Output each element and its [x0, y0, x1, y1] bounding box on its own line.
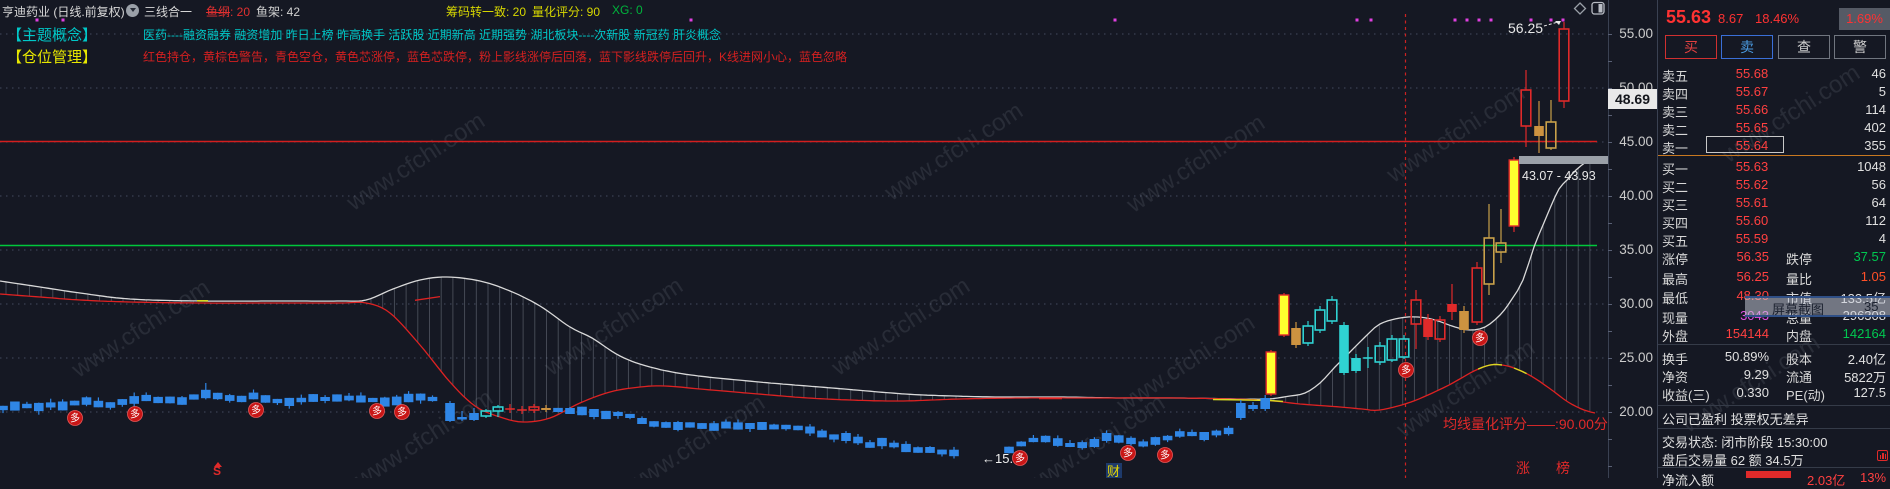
svg-text:www.cfchi.com: www.cfchi.com: [879, 97, 1028, 207]
svg-text:多: 多: [397, 406, 407, 419]
svg-text:56.25: 56.25: [1508, 20, 1543, 36]
svg-text:www.cfchi.com: www.cfchi.com: [66, 274, 215, 384]
svg-text:榜: 榜: [1556, 460, 1570, 476]
svg-text:多: 多: [130, 408, 140, 421]
svg-text:www.cfchi.com: www.cfchi.com: [621, 389, 770, 478]
svg-text:多: 多: [1475, 332, 1485, 345]
svg-text:多: 多: [1401, 364, 1411, 377]
svg-text:多: 多: [372, 405, 382, 418]
svg-text:S: S: [213, 464, 221, 478]
svg-text:www.cfchi.com: www.cfchi.com: [341, 107, 490, 217]
svg-text:多: 多: [1123, 447, 1133, 460]
svg-text:多: 多: [1160, 449, 1170, 462]
svg-text:www.cfchi.com: www.cfchi.com: [1021, 389, 1170, 478]
svg-text:多: 多: [251, 404, 261, 417]
svg-text:财: 财: [1107, 464, 1120, 478]
svg-text:涨: 涨: [1516, 460, 1530, 476]
svg-text:均线量化评分——:90.00分: 均线量化评分——:90.00分: [1443, 416, 1608, 432]
svg-text:www.cfchi.com: www.cfchi.com: [826, 272, 975, 382]
svg-text:www.cfchi.com: www.cfchi.com: [1381, 79, 1530, 189]
svg-text:www.cfchi.com: www.cfchi.com: [539, 272, 688, 382]
svg-text:多: 多: [70, 412, 80, 425]
svg-text:多: 多: [1015, 452, 1025, 465]
svg-text:43.07 - 43.93: 43.07 - 43.93: [1522, 169, 1596, 183]
svg-text:www.cfchi.com: www.cfchi.com: [1121, 109, 1270, 219]
